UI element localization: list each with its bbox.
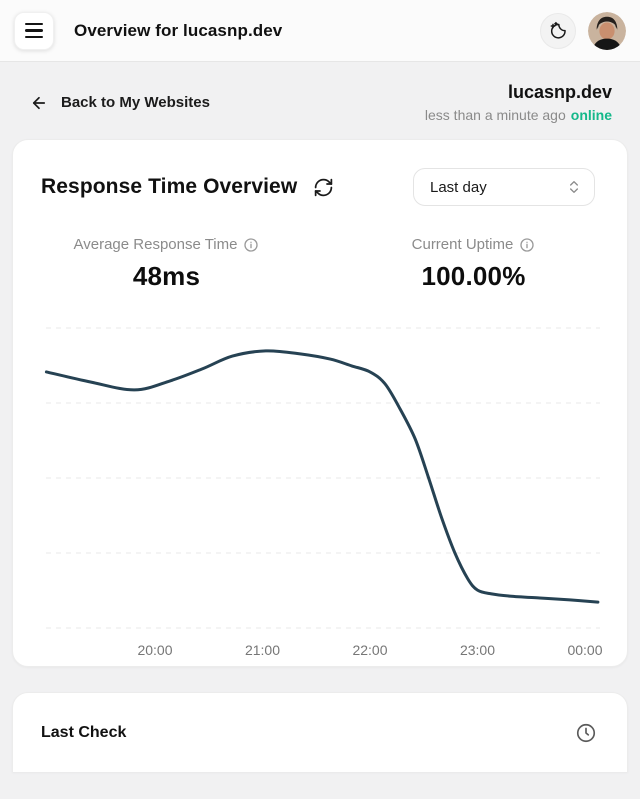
time-range-select[interactable]: Last day [413,168,595,206]
svg-text:21:00: 21:00 [245,642,280,658]
info-icon[interactable] [519,237,535,253]
stat-value: 100.00% [421,261,526,291]
stat-value: 48ms [132,261,201,291]
arrow-left-icon [32,96,46,109]
hamburger-icon [25,22,43,26]
stat-label: Average Response Time [73,236,238,253]
chevrons-up-down-icon [570,181,578,193]
user-avatar[interactable] [588,11,626,50]
card-header: Response Time Overview Last day [13,140,627,206]
stat-average-response-time: Average Response Time 48ms [13,236,320,292]
info-icon[interactable] [243,237,259,253]
top-bar: Overview for lucasnp.dev [0,0,640,62]
last-check-card: Last Check [12,692,628,772]
refresh-icon [315,178,333,196]
refresh-button[interactable] [313,177,334,198]
status-badge: online [570,107,612,123]
svg-text:23:00: 23:00 [460,642,495,658]
avatar-image [588,11,626,50]
svg-text:00:00: 00:00 [567,642,602,658]
stat-label: Current Uptime [411,236,514,253]
top-bar-actions [540,11,626,50]
last-checked-text: less than a minute ago [424,107,566,123]
stat-current-uptime: Current Uptime 100.00% [320,236,627,292]
svg-text:22:00: 22:00 [352,642,387,658]
back-to-websites-link[interactable]: Back to My Websites [30,94,210,112]
last-check-title: Last Check [41,723,127,741]
sub-header: Back to My Websites lucasnp.dev less tha… [0,62,640,139]
hamburger-menu-button[interactable] [14,11,54,50]
chart-area: 20:00 21:00 22:00 23:00 00:00 [13,316,627,666]
response-time-chart: 20:00 21:00 22:00 23:00 00:00 [44,327,603,658]
time-range-value: Last day [430,178,487,196]
svg-text:20:00: 20:00 [137,642,172,658]
site-name: lucasnp.dev [507,82,612,102]
theme-toggle-button[interactable] [540,12,576,49]
moon-stars-icon [550,21,566,39]
clock-icon [576,723,596,742]
response-time-card: Response Time Overview Last day Average … [12,139,628,667]
card-title: Response Time Overview [41,175,298,198]
stats-row: Average Response Time 48ms Current Uptim… [13,236,627,292]
site-summary: lucasnp.dev less than a minute ago online [425,82,612,123]
page-title: Overview for lucasnp.dev [74,20,283,40]
back-link-label: Back to My Websites [61,94,210,111]
site-status-line: less than a minute ago online [425,107,612,123]
